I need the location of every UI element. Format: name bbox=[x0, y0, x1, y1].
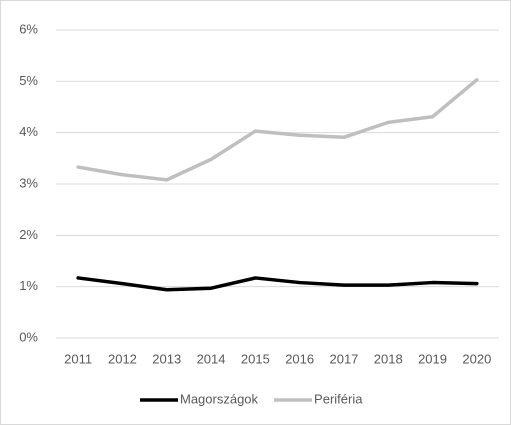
x-tick-label: 2015 bbox=[241, 351, 270, 366]
legend-label: Periféria bbox=[314, 391, 363, 406]
y-tick-label: 0% bbox=[19, 329, 38, 344]
data-line bbox=[76, 276, 479, 292]
x-tick-label: 2016 bbox=[285, 351, 314, 366]
x-tick-label: 2011 bbox=[64, 351, 92, 366]
x-tick-label: 2012 bbox=[108, 351, 137, 366]
data-line bbox=[76, 78, 479, 182]
y-tick-label: 6% bbox=[19, 21, 38, 36]
legend-label: Magországok bbox=[180, 391, 259, 406]
y-tick-label: 1% bbox=[19, 278, 38, 293]
x-tick-label: 2019 bbox=[418, 351, 447, 366]
x-tick-label: 2014 bbox=[197, 351, 226, 366]
y-tick-label: 5% bbox=[19, 73, 38, 88]
y-tick-label: 2% bbox=[19, 227, 38, 242]
x-tick-label: 2018 bbox=[374, 351, 403, 366]
x-tick-label: 2013 bbox=[152, 351, 181, 366]
y-tick-label: 3% bbox=[19, 175, 38, 190]
y-tick-label: 4% bbox=[19, 124, 38, 139]
x-tick-label: 2017 bbox=[329, 351, 358, 366]
x-tick-label: 2020 bbox=[462, 351, 491, 366]
